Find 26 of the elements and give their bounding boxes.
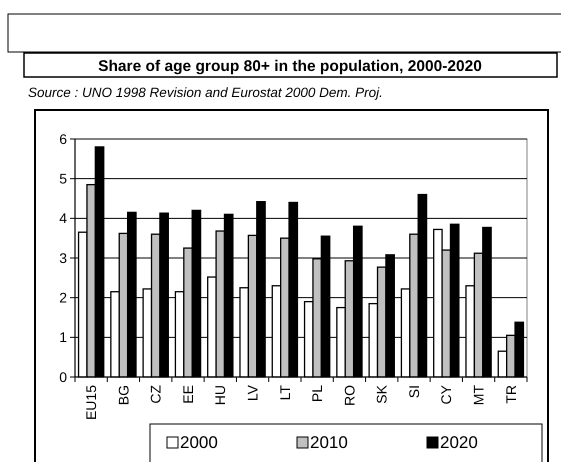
x-tick-label: BG	[115, 385, 132, 406]
y-tick-label: 5	[59, 170, 68, 187]
y-tick-label: 0	[59, 368, 68, 385]
x-tick-label: EU15	[83, 384, 100, 420]
y-tick-label: 3	[59, 250, 68, 266]
x-tick-label: SK	[374, 384, 390, 404]
x-tick-label: SI	[406, 385, 422, 398]
x-tick-label: PL	[309, 384, 326, 402]
x-tick-label: EE	[180, 385, 196, 404]
x-tick-label: TR	[502, 385, 519, 404]
y-tick-label: 1	[59, 329, 68, 346]
y-tick-label: 2	[59, 290, 68, 306]
x-tick-label: LT	[276, 384, 293, 400]
x-tick-label: MT	[470, 384, 486, 406]
x-tick-label: CY	[438, 384, 454, 404]
chart-title: Share of age group 80+ in the population, 2000-2020	[98, 58, 482, 75]
legend-label: 2000	[180, 433, 218, 452]
x-tick-label: CZ	[148, 384, 164, 404]
x-tick-label: LV	[244, 384, 260, 402]
x-tick-label: RO	[341, 384, 358, 406]
x-tick-label: HU	[212, 385, 228, 406]
legend-label: 2010	[310, 433, 348, 452]
source-note: Source : UNO 1998 Revision and Eurostat 2000 Dem. Proj.	[28, 85, 383, 100]
y-tick-label: 4	[59, 210, 68, 226]
y-tick-label: 6	[59, 130, 68, 147]
legend-label: 2020	[440, 433, 478, 452]
